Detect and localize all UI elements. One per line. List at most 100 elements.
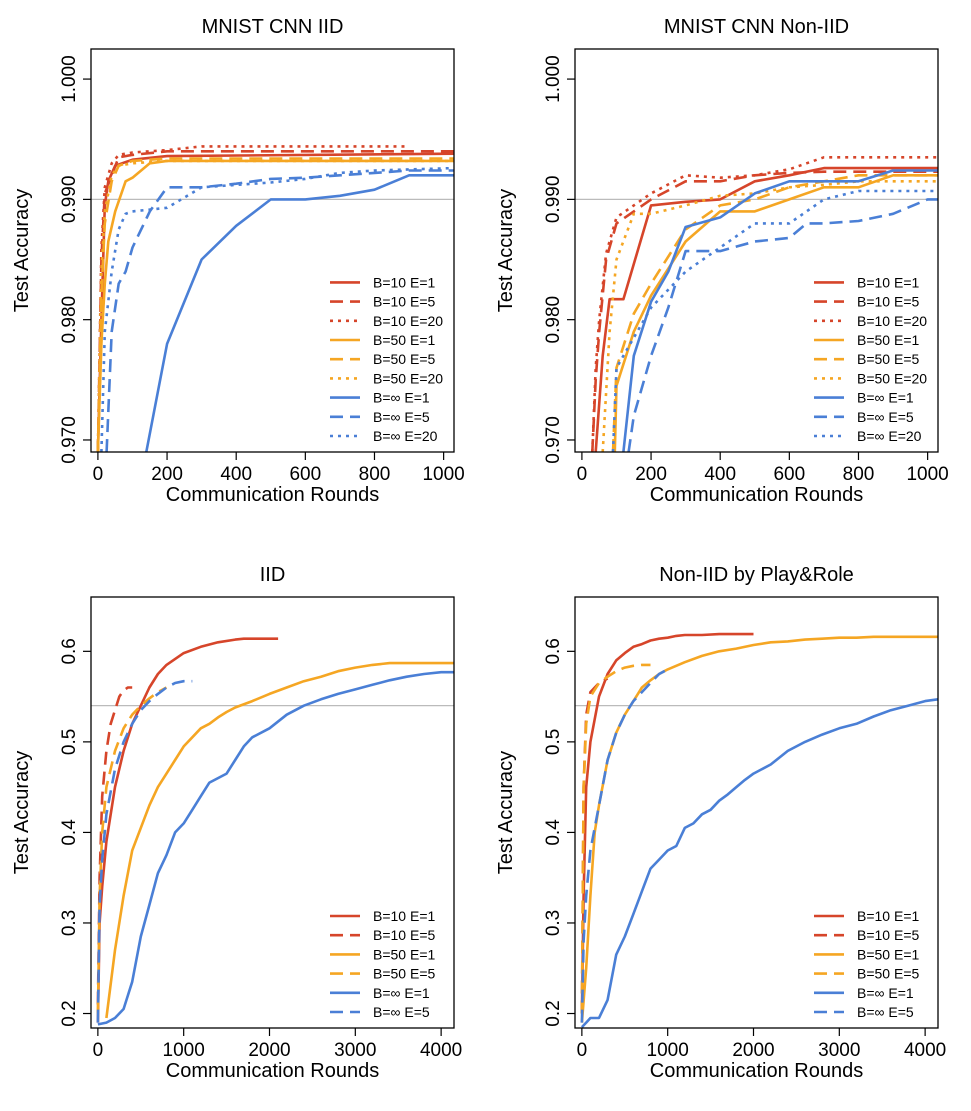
legend-label: B=50 E=1 (373, 332, 435, 348)
legend-label: B=10 E=5 (373, 294, 435, 310)
series-line-7 (622, 169, 938, 452)
legend-label: B=50 E=20 (857, 370, 927, 386)
legend-label: B=50 E=1 (373, 946, 435, 962)
y-tick-label: 0.990 (543, 176, 564, 224)
y-tick-label: 1.000 (59, 55, 80, 103)
series-line-4 (580, 663, 651, 1014)
legend-label: B=∞ E=1 (857, 985, 914, 1001)
plot-frame (574, 48, 939, 453)
legend-label: B=∞ E=20 (373, 428, 438, 444)
series-line-6 (580, 668, 669, 1023)
y-axis-label: Test Accuracy (11, 189, 33, 312)
x-tick-label: 1000 (422, 464, 464, 485)
legend: B=10 E=1 B=10 E=5 B=10 E=20 B=50 E=1 B=50 E=… (330, 274, 443, 444)
legend-label: B=∞ E=5 (373, 1004, 430, 1020)
legend-label: B=10 E=1 (857, 908, 919, 924)
legend-label: B=10 E=5 (857, 294, 919, 310)
y-axis-label: Test Accuracy (495, 189, 517, 312)
y-tick-label: 0.980 (543, 296, 564, 344)
x-tick-label: 4000 (904, 1040, 946, 1061)
series-line-5 (580, 698, 938, 1028)
legend-label: B=10 E=1 (373, 908, 435, 924)
legend-label: B=10 E=5 (857, 927, 919, 943)
legend-label: B=50 E=20 (373, 370, 443, 386)
x-axis-label: Communication Rounds (166, 484, 379, 506)
legend-label: B=10 E=20 (857, 313, 927, 329)
y-axis-label: Test Accuracy (11, 751, 33, 874)
x-tick-label: 600 (773, 464, 805, 485)
series-line-3 (105, 661, 454, 1019)
plot-frame (574, 596, 939, 1029)
legend-label: B=10 E=5 (373, 927, 435, 943)
series-line-3 (96, 145, 410, 452)
y-tick-label: 0.980 (59, 296, 80, 344)
legend-label: B=∞ E=5 (373, 409, 430, 425)
chart-panel-2: MNIST CNN Non-IID 0 200 400 600 800 1000 0.970 0… (495, 16, 949, 506)
legend-label: B=10 E=1 (857, 274, 919, 290)
plot-frame (90, 596, 455, 1029)
y-tick-label: 0.970 (59, 416, 80, 464)
x-axis-label: Communication Rounds (166, 1060, 379, 1082)
y-axis-label: Test Accuracy (495, 751, 517, 874)
legend-label: B=50 E=5 (857, 351, 919, 367)
x-tick-label: 0 (577, 1040, 588, 1061)
x-axis-label: Communication Rounds (650, 484, 863, 506)
chart-title: MNIST CNN IID (202, 16, 344, 38)
legend-label: B=∞ E=5 (857, 1004, 914, 1020)
x-tick-label: 400 (220, 464, 252, 485)
legend-label: B=∞ E=5 (857, 409, 914, 425)
series-line-7 (145, 174, 454, 452)
series-line-1 (580, 632, 754, 1014)
legend-label: B=∞ E=20 (857, 428, 922, 444)
y-tick-label: 0.4 (543, 819, 564, 846)
chart-title: MNIST CNN Non-IID (664, 16, 849, 38)
series-line-9 (100, 166, 454, 452)
x-tick-label: 800 (359, 464, 391, 485)
y-tick-label: 0.990 (59, 176, 80, 224)
legend-label: B=50 E=5 (373, 351, 435, 367)
y-tick-label: 0.3 (543, 910, 564, 936)
chart-title: IID (260, 564, 286, 586)
x-tick-label: 200 (151, 464, 183, 485)
series-line-2 (96, 686, 133, 1005)
x-tick-label: 2000 (732, 1040, 774, 1061)
series-line-5 (97, 670, 454, 1026)
y-tick-label: 0.6 (59, 638, 80, 664)
chart-panel-3: IID 0 1000 2000 3000 4000 0.2 0.3 0.4 0.5 0.6 Commu… (11, 564, 462, 1082)
y-tick-label: 0.5 (59, 729, 80, 755)
y-tick-label: 0.5 (543, 729, 564, 755)
legend: B=10 E=1 B=10 E=5 B=50 E=1 B=50 E=5 B=∞ E=1 B… (814, 908, 919, 1020)
y-tick-label: 0.4 (59, 819, 80, 846)
legend: B=10 E=1 B=10 E=5 B=50 E=1 B=50 E=5 B=∞ E=1 B… (330, 908, 435, 1020)
legend-label: B=50 E=1 (857, 332, 919, 348)
chart-title: Non-IID by Play&Role (659, 564, 854, 586)
legend-label: B=50 E=5 (373, 966, 435, 982)
x-tick-label: 3000 (334, 1040, 376, 1061)
x-tick-label: 3000 (818, 1040, 860, 1061)
legend-label: B=10 E=1 (373, 274, 435, 290)
x-tick-label: 0 (577, 464, 588, 485)
x-tick-label: 200 (635, 464, 667, 485)
legend: B=10 E=1 B=10 E=5 B=10 E=20 B=50 E=1 B=50 E=… (814, 274, 927, 444)
x-tick-label: 4000 (420, 1040, 462, 1061)
series-line-5 (611, 174, 938, 452)
legend-label: B=10 E=20 (373, 313, 443, 329)
x-tick-label: 600 (289, 464, 321, 485)
y-tick-label: 0.2 (59, 1000, 80, 1026)
x-tick-label: 2000 (248, 1040, 290, 1061)
x-axis-label: Communication Rounds (650, 1060, 863, 1082)
series-line-2 (96, 150, 454, 452)
x-tick-label: 400 (704, 464, 736, 485)
x-tick-label: 800 (843, 464, 875, 485)
chart-panel-1: MNIST CNN IID 0 200 400 600 800 1000 0.970 0.980… (11, 16, 465, 506)
y-tick-label: 0.3 (59, 910, 80, 936)
legend-label: B=50 E=5 (857, 966, 919, 982)
legend-label: B=∞ E=1 (857, 390, 914, 406)
x-tick-label: 1000 (647, 1040, 689, 1061)
legend-label: B=50 E=1 (857, 946, 919, 962)
x-tick-label: 1000 (906, 464, 948, 485)
plot-frame (90, 48, 455, 453)
series-line-9 (611, 189, 938, 452)
y-tick-label: 0.970 (543, 416, 564, 464)
x-tick-label: 1000 (163, 1040, 205, 1061)
